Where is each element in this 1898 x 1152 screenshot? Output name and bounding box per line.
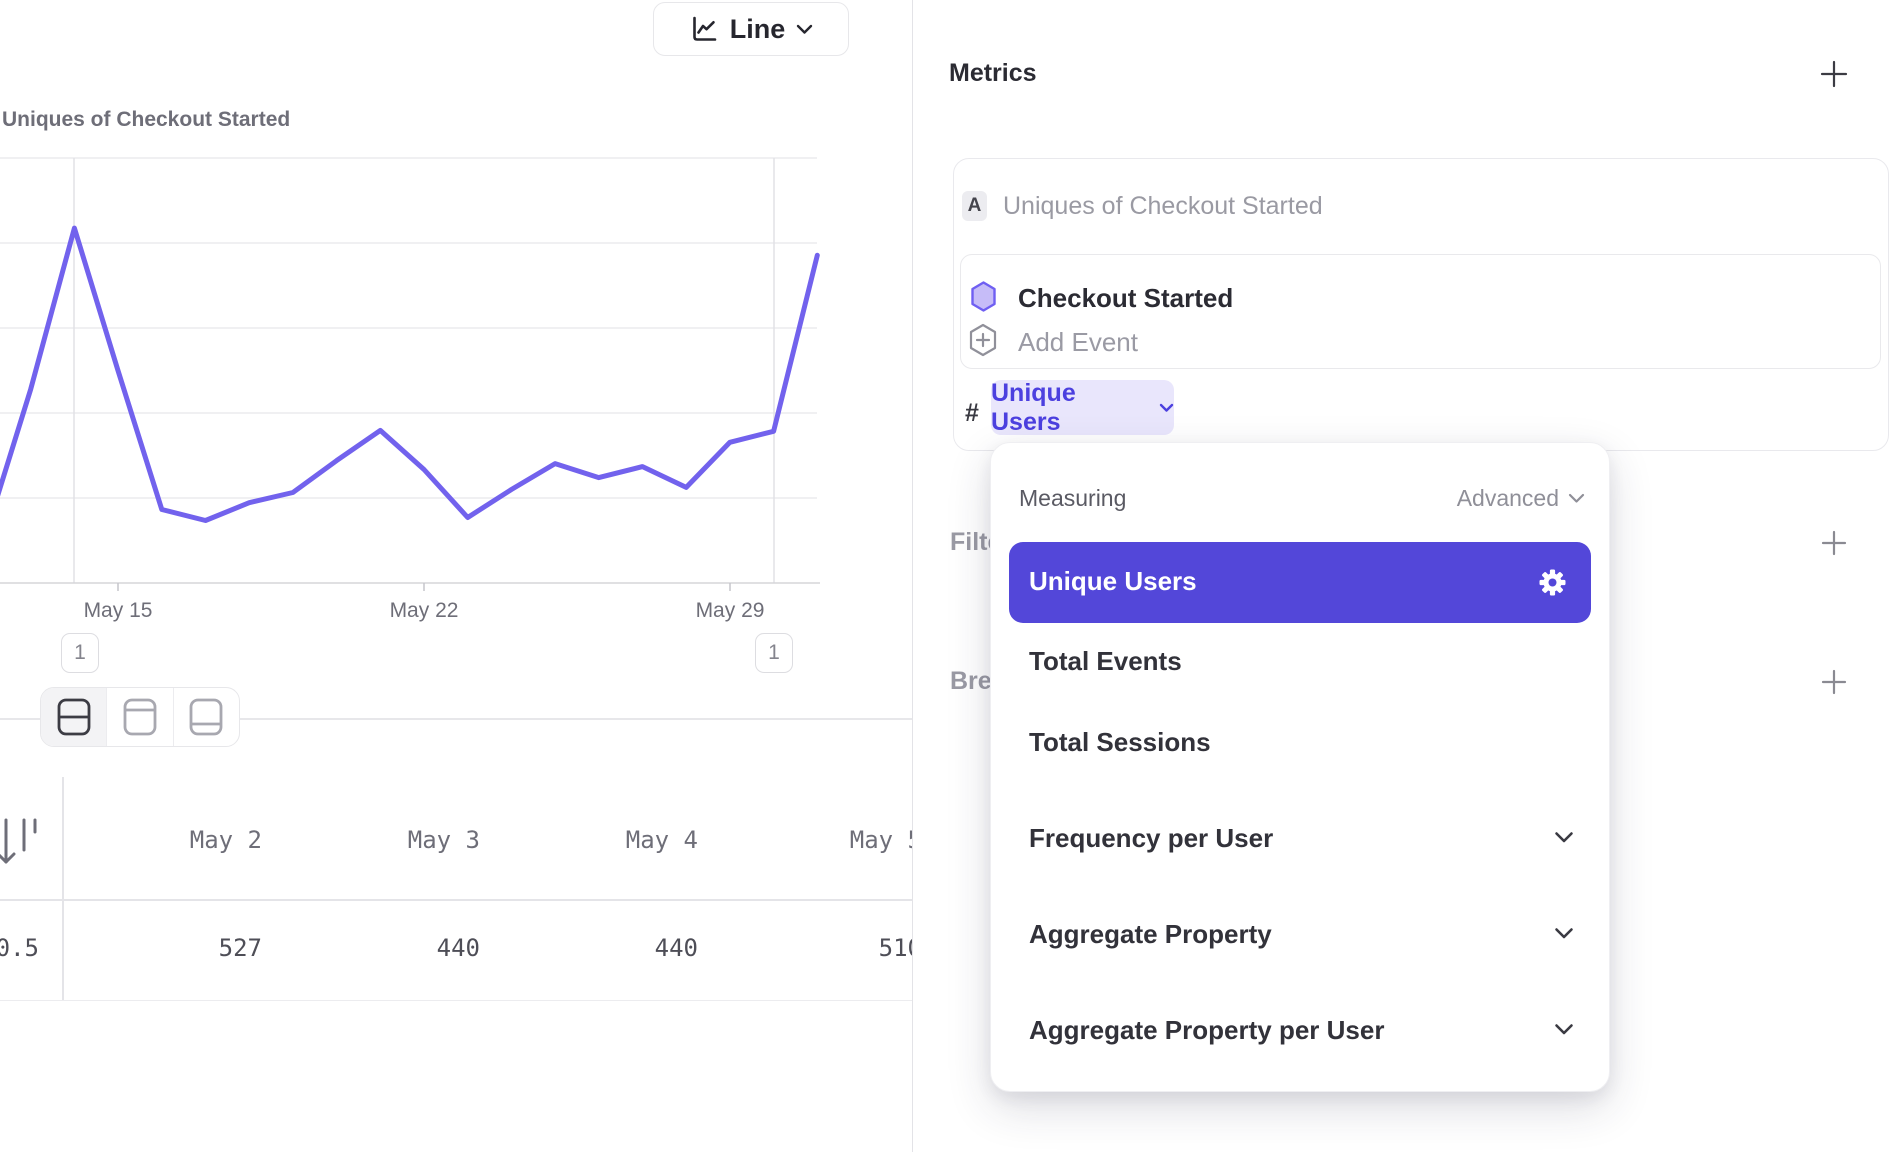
advanced-toggle[interactable]: Advanced — [1457, 485, 1585, 512]
add-event-label[interactable]: Add Event — [1018, 327, 1138, 357]
chevron-down-icon[interactable] — [1554, 1023, 1576, 1037]
layout-chart-only-button[interactable] — [106, 688, 172, 746]
x-axis-label: May 29 — [695, 599, 765, 622]
top-pane-icon — [122, 697, 158, 737]
event-hexagon-icon — [971, 281, 996, 312]
metric-letter-badge: A — [962, 191, 987, 221]
split-view-icon — [56, 697, 92, 737]
table-row-label: 0.5 — [0, 934, 39, 962]
metric-card: A Uniques of Checkout Started Checkout S… — [953, 158, 1889, 451]
table-cell: 510 — [878, 934, 922, 962]
selected-item-label: Unique Users — [1029, 566, 1197, 596]
dropdown-header-label: Measuring — [1019, 485, 1127, 511]
chart-gridlines — [0, 157, 817, 499]
dropdown-item-aggregate-property[interactable]: Aggregate Property — [1029, 919, 1272, 949]
table-column-header[interactable]: May 4 — [625, 826, 698, 854]
event-name[interactable]: Checkout Started — [1018, 283, 1234, 313]
table-row-border — [0, 1000, 912, 1001]
metrics-section-title: Metrics — [949, 59, 1037, 87]
section-divider — [0, 718, 912, 720]
chart-type-label: Line — [729, 13, 786, 44]
layout-table-only-button[interactable] — [172, 688, 239, 746]
measurement-chip[interactable]: Unique Users — [991, 378, 1174, 436]
query-builder-panel: Metrics A Uniques of Checkout Started Ch… — [913, 0, 1898, 1152]
chart-title: Uniques of Checkout Started — [2, 108, 291, 131]
chart-series-line — [0, 225, 820, 523]
table-column-divider — [62, 777, 64, 1000]
sort-descending-icon[interactable] — [0, 812, 40, 877]
annotation-badge[interactable]: 1 — [755, 633, 793, 673]
panel-divider — [912, 0, 914, 1152]
chevron-down-icon[interactable] — [1554, 927, 1576, 941]
add-event-icon[interactable] — [968, 323, 998, 357]
table-cell: 527 — [218, 934, 262, 962]
dropdown-item-total-sessions[interactable]: Total Sessions — [1029, 727, 1211, 757]
annotation-badge[interactable]: 1 — [61, 633, 99, 673]
table-column-header[interactable]: May 3 — [407, 826, 480, 854]
table-column-header[interactable]: May 5 — [849, 826, 922, 854]
table-cell: 440 — [436, 934, 480, 962]
event-card: Checkout Started Add Event — [960, 254, 1881, 369]
dropdown-item-total-events[interactable]: Total Events — [1029, 646, 1182, 676]
dropdown-item-frequency-per-user[interactable]: Frequency per User — [1029, 823, 1274, 853]
chevron-down-icon — [1568, 493, 1585, 504]
measuring-dropdown: Measuring Advanced Unique Users — [990, 442, 1610, 1092]
chart-type-button[interactable]: Line — [653, 2, 849, 56]
add-filter-button[interactable] — [1818, 527, 1850, 559]
line-chart-icon — [689, 14, 719, 44]
layout-toggle-group — [40, 687, 240, 747]
x-axis-label: May 15 — [83, 599, 153, 622]
add-breakdown-button[interactable] — [1818, 666, 1850, 698]
table-header-border — [0, 899, 912, 901]
dropdown-item-unique-users[interactable]: Unique Users — [1009, 542, 1591, 623]
chevron-down-icon — [1159, 403, 1174, 413]
measurement-prefix: # — [965, 399, 979, 427]
x-axis-label: May 22 — [389, 599, 459, 622]
table-column-header[interactable]: May 2 — [189, 826, 262, 854]
dropdown-item-aggregate-property-per-user[interactable]: Aggregate Property per User — [1029, 1015, 1385, 1045]
add-metric-button[interactable] — [1818, 58, 1850, 90]
layout-split-view-button[interactable] — [41, 688, 107, 746]
table-cell: 440 — [654, 934, 698, 962]
line-chart — [0, 157, 820, 591]
measurement-chip-label: Unique Users — [991, 378, 1076, 436]
chevron-down-icon — [796, 24, 813, 35]
advanced-label: Advanced — [1456, 485, 1559, 511]
bottom-pane-icon — [188, 697, 224, 737]
chevron-down-icon[interactable] — [1554, 831, 1576, 845]
gear-icon[interactable] — [1538, 568, 1567, 597]
metric-name[interactable]: Uniques of Checkout Started — [1003, 192, 1323, 220]
